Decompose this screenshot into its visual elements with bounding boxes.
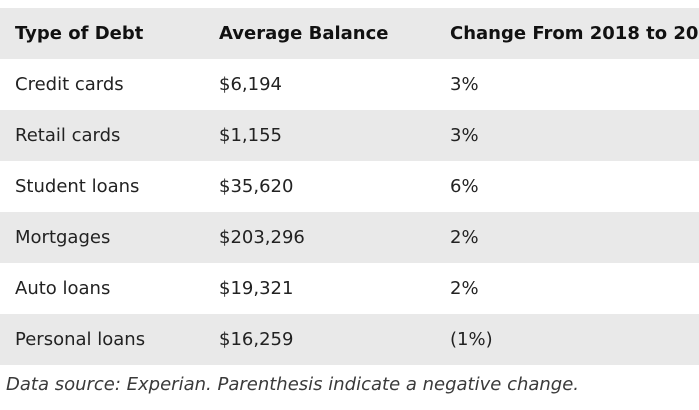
- average-balance-cell: $203,296: [219, 227, 305, 248]
- change-cell: 2%: [450, 278, 479, 299]
- debt-type-cell: Auto loans: [15, 278, 111, 299]
- table-row: Credit cards $6,194 3%: [0, 59, 699, 110]
- debt-type-cell: Credit cards: [15, 74, 124, 95]
- table-header-row: Type of Debt Average Balance Change From…: [0, 8, 699, 59]
- table-row: Student loans $35,620 6%: [0, 161, 699, 212]
- debt-table: Type of Debt Average Balance Change From…: [0, 8, 699, 365]
- average-balance-cell: $1,155: [219, 125, 282, 146]
- debt-type-cell: Student loans: [15, 176, 140, 197]
- table-row: Auto loans $19,321 2%: [0, 263, 699, 314]
- column-header-type-of-debt: Type of Debt: [15, 23, 144, 44]
- average-balance-cell: $19,321: [219, 278, 294, 299]
- average-balance-cell: $35,620: [219, 176, 294, 197]
- data-source-caption: Data source: Experian. Parenthesis indic…: [6, 374, 580, 395]
- column-header-change: Change From 2018 to 2019: [450, 23, 699, 44]
- table-row: Mortgages $203,296 2%: [0, 212, 699, 263]
- debt-type-cell: Mortgages: [15, 227, 111, 248]
- change-cell: (1%): [450, 329, 493, 350]
- change-cell: 3%: [450, 74, 479, 95]
- table-row: Retail cards $1,155 3%: [0, 110, 699, 161]
- column-header-average-balance: Average Balance: [219, 23, 389, 44]
- average-balance-cell: $6,194: [219, 74, 282, 95]
- change-cell: 2%: [450, 227, 479, 248]
- debt-type-cell: Retail cards: [15, 125, 121, 146]
- table-row: Personal loans $16,259 (1%): [0, 314, 699, 365]
- average-balance-cell: $16,259: [219, 329, 294, 350]
- debt-type-cell: Personal loans: [15, 329, 146, 350]
- change-cell: 3%: [450, 125, 479, 146]
- change-cell: 6%: [450, 176, 479, 197]
